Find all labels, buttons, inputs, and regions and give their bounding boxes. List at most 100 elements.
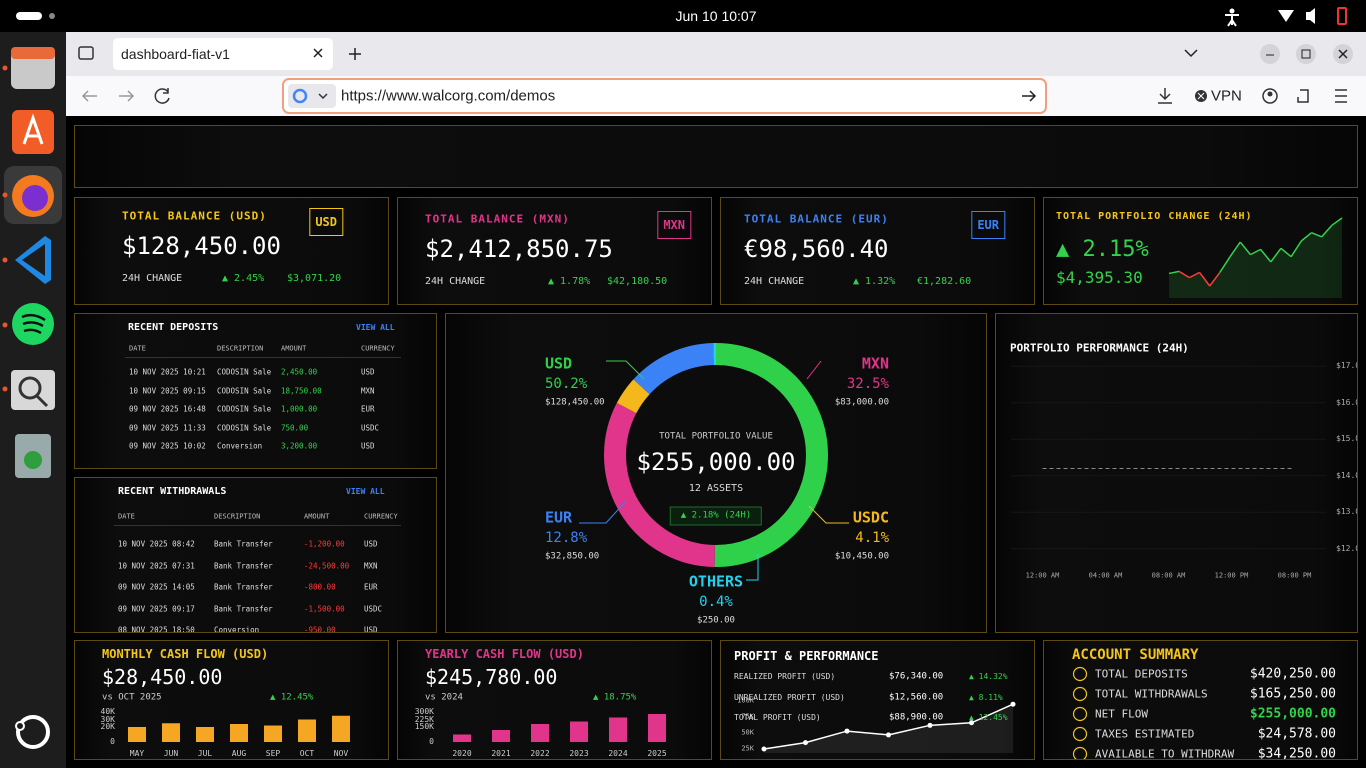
card-title: TOTAL BALANCE (MXN) [425,212,570,226]
account-summary-card: ACCOUNT SUMMARY TOTAL DEPOSITS $420,250.00… [1043,640,1358,760]
asset-name: USD [545,354,573,373]
table-cell: 09 NOV 2025 09:17 [118,603,195,613]
withdrawals-panel: RECENT WITHDRAWALS VIEW ALL DATE DESCRIPTIO… [74,477,437,633]
asset-name: OTHERS [688,572,744,591]
column-header: CURRENCY [364,512,398,521]
y-tick-label: 0 [110,737,115,746]
sparkline-segment [1198,271,1211,287]
table-cell: Conversion [214,625,260,633]
column-header: DESCRIPTION [217,344,264,353]
card-title: PROFIT & PERFORMANCE [734,649,879,663]
table-cell: Bank Transfer [214,582,273,592]
table-cell: Conversion [217,441,263,451]
currency-badge: USD [309,208,343,236]
x-tick-label: 2022 [530,749,550,758]
top-bar: Jun 10 10:07 [0,0,1366,32]
view-all-link[interactable]: VIEW ALL [356,323,395,332]
summary-value: $34,250.00 [1257,746,1336,760]
row-icon [1072,746,1088,759]
table-cell: Bank Transfer [214,539,273,549]
allocation-panel: USD 50.2% $128,450.00 MXN 32.5% $83,000.00 USD… [445,313,987,633]
sparkline-segment [1219,256,1231,273]
bar [453,734,471,742]
column-header: DATE [118,512,135,521]
dock [0,32,66,768]
asset-pct: 0.4% [699,594,733,610]
y-tick-label: 30K [100,714,115,724]
x-tick-label: SEP [265,749,281,758]
asset-amount: $128,450.00 [545,397,605,408]
table-cell: USDC [361,422,380,432]
profit-amount: $12,560.00 [889,692,944,702]
x-tick-label: 12:00 PM [1214,571,1249,580]
vpn-button[interactable]: VPN [1211,87,1242,105]
profit-label: UNREALIZED PROFIT (USD) [734,692,845,702]
change-amount: $4,395.30 [1056,268,1143,287]
table-cell: 1,000.00 [281,404,318,414]
sparkline-segment [1229,241,1241,258]
panel-title: PORTFOLIO PERFORMANCE (24H) [1010,341,1189,355]
y-tick-label: $14.0 [1336,470,1358,480]
clock[interactable]: Jun 10 10:07 [675,8,757,24]
tab-title[interactable]: dashboard-fiat-v1 [121,46,230,62]
performance-chart [1011,365,1326,550]
sparkline-segment [1209,271,1221,287]
asset-amount: $83,000.00 [834,397,889,408]
bar [162,723,180,742]
bar [648,714,666,742]
y-tick-label: 225K [414,714,434,724]
balance-card: TOTAL BALANCE (USD) USD $128,450.00 24H CHA… [74,197,389,305]
profit-point [886,732,891,738]
y-tick-label: $12.0 [1336,543,1358,553]
profit-pct: ▲ 8.11% [969,692,1003,702]
status-icons [16,7,1347,27]
profit-point [803,740,808,746]
x-tick-label: 12:00 AM [1025,571,1060,580]
summary-label: NET FLOW [1095,707,1148,721]
asset-pct: 4.1% [855,530,889,546]
y-tick-label: 300K [414,707,434,716]
summary-label: TOTAL DEPOSITS [1095,667,1188,681]
table-cell: EUR [364,582,378,592]
sparkline [1168,217,1343,298]
table-cell: CODOSIN Sale [217,404,272,414]
table-cell: MXN [361,385,375,395]
y-tick-label: 100K [737,696,754,705]
asset-name: EUR [545,508,573,527]
currency-badge: MXN [657,211,691,239]
profit-point [844,728,850,734]
compare-label: vs OCT 2025 [102,692,162,703]
column-header: DESCRIPTION [214,512,261,521]
compare-label: vs 2024 [425,692,463,703]
asset-pct: 12.8% [545,530,588,546]
x-tick-label: JUN [163,749,179,758]
leader-line [806,360,822,380]
sparkline-segment [1280,247,1292,258]
dock-icons [2,47,62,749]
portfolio-change-card: TOTAL PORTFOLIO CHANGE (24H) ▲ 2.15% $4,39… [1043,197,1358,305]
panel-title: RECENT WITHDRAWALS [118,486,227,497]
table-cell: USD [364,625,378,633]
change-pct: ▲ 12.45% [270,692,314,703]
sparkline-segment [1239,241,1251,256]
summary-label: TAXES ESTIMATED [1095,727,1195,741]
view-all-link[interactable]: VIEW ALL [346,487,385,496]
card-title: MONTHLY CASH FLOW (USD) [102,647,269,661]
x-tick-label: 08:00 AM [1151,571,1186,580]
sparkline-segment [1270,247,1282,263]
bar [264,725,282,742]
balance-card: TOTAL BALANCE (EUR) EUR €98,560.40 24H CHAN… [720,197,1035,305]
profit-label: REALIZED PROFIT (USD) [734,672,836,681]
card-title: TOTAL BALANCE (EUR) [744,212,889,226]
url-field[interactable]: https://www.walcorg.com/demos [341,87,556,105]
x-tick-label: NOV [333,749,349,758]
bar [332,715,350,742]
table-cell: USD [364,539,378,549]
row-icon [1072,706,1088,722]
card-title: YEARLY CASH FLOW (USD) [425,647,584,661]
summary-value: $24,578.00 [1257,726,1336,742]
sparkline-segment [1250,248,1261,256]
bar [128,727,146,742]
profit-card: 100K 75K 50K 25K PROFIT & PERFORMANCE REALIZE… [720,640,1035,760]
asset-pct: 50.2% [545,376,588,392]
